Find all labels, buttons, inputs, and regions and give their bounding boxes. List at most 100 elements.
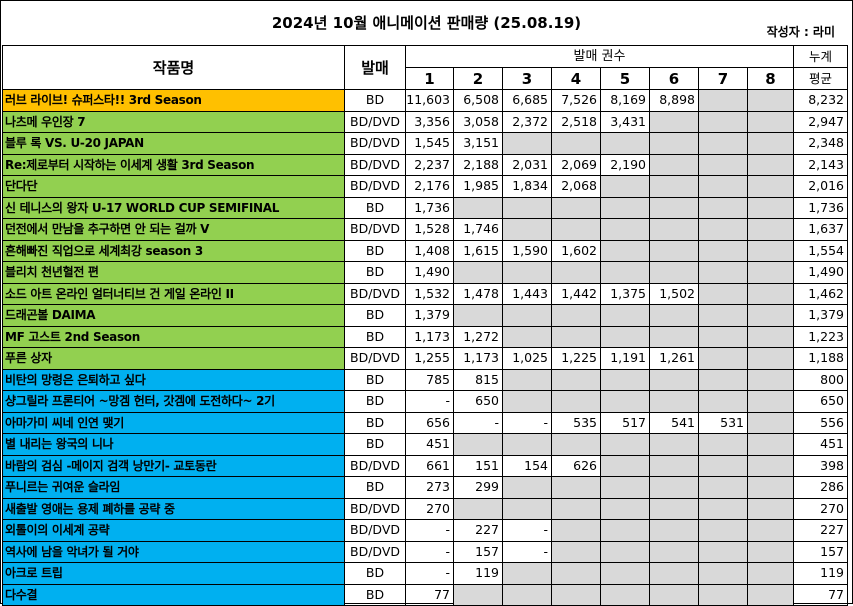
work-title: 던전에서 만남을 추구하면 안 되는 걸까 V (2, 218, 345, 241)
empty-cell (551, 497, 601, 520)
volume-sales-cell: 3,058 (453, 110, 503, 133)
work-title: 새출발 영애는 용제 폐하를 공략 중 (2, 497, 345, 520)
table-row: 단다단 BD/DVD 2,176 1,985 1,834 2,068 2,016 (2, 175, 848, 198)
release-format: BD/DVD (344, 540, 406, 563)
average-cell: 119 (793, 562, 848, 585)
empty-cell (600, 218, 650, 241)
empty-cell (649, 304, 699, 327)
volume-sales-cell: 1,490 (405, 261, 454, 284)
empty-cell (502, 433, 552, 456)
author-label: 작성자 : 라미 (766, 25, 835, 39)
table-row: 샹그릴라 프론티어 ~망겜 헌터, 갓겜에 도전하다~ 2기 BD -650 650 (2, 390, 848, 413)
volume-sales-cell: 6,508 (453, 89, 503, 112)
empty-cell (698, 476, 748, 499)
volume-sales-cell: 1,255 (405, 347, 454, 370)
volume-sales-cell: - (405, 519, 454, 542)
volume-sales-cell: 1,375 (600, 282, 650, 305)
header-volume-2: 2 (453, 67, 503, 90)
empty-cell (698, 196, 748, 219)
release-format: BD (344, 261, 406, 284)
empty-cell (747, 218, 794, 241)
empty-cell (747, 175, 794, 198)
release-format: BD/DVD (344, 497, 406, 520)
table-row: 역사에 남을 악녀가 될 거야 BD/DVD -157-157 (2, 540, 848, 563)
average-cell: 1,223 (793, 325, 848, 348)
table-row: 아마가미 씨네 인연 맺기 BD 656- -535 517 541 531 556 (2, 411, 848, 434)
volume-sales-cell: 1,502 (649, 282, 699, 305)
volume-sales-cell: 119 (453, 562, 503, 585)
volume-sales-cell: 2,176 (405, 175, 454, 198)
volume-sales-cell: - (502, 411, 552, 434)
volume-sales-cell: 2,518 (551, 110, 601, 133)
work-title: 샹그릴라 프론티어 ~망겜 헌터, 갓겜에 도전하다~ 2기 (2, 390, 345, 413)
empty-cell (649, 261, 699, 284)
volume-sales-cell: 227 (453, 519, 503, 542)
table-row: MF 고스트 2nd Season BD 1,173 1,272 1,223 (2, 325, 848, 348)
volume-sales-cell: 3,356 (405, 110, 454, 133)
empty-cell (600, 132, 650, 155)
empty-cell (551, 218, 601, 241)
empty-cell (698, 282, 748, 305)
empty-cell (551, 304, 601, 327)
empty-cell (600, 433, 650, 456)
empty-cell (747, 282, 794, 305)
work-title: 푸니르는 귀여운 슬라임 (2, 476, 345, 499)
empty-cell (600, 540, 650, 563)
empty-cell (698, 175, 748, 198)
empty-cell (502, 390, 552, 413)
volume-sales-cell: 1,834 (502, 175, 552, 198)
average-cell: 77 (793, 583, 848, 606)
work-title: MF 고스트 2nd Season (2, 325, 345, 348)
empty-cell (649, 519, 699, 542)
empty-cell (747, 110, 794, 133)
volume-sales-cell: - (502, 540, 552, 563)
empty-cell (747, 583, 794, 606)
empty-cell (698, 454, 748, 477)
empty-cell (551, 540, 601, 563)
volume-sales-cell: 1,985 (453, 175, 503, 198)
empty-cell (453, 497, 503, 520)
empty-cell (600, 583, 650, 606)
average-cell: 1,462 (793, 282, 848, 305)
average-cell: 8,232 (793, 89, 848, 112)
empty-cell (698, 239, 748, 262)
empty-cell (649, 325, 699, 348)
empty-cell (600, 476, 650, 499)
table-row: 아크로 트립 BD -119 119 (2, 562, 848, 585)
volume-sales-cell: 650 (453, 390, 503, 413)
work-title: 나츠메 우인장 7 (2, 110, 345, 133)
empty-cell (502, 196, 552, 219)
empty-cell (551, 390, 601, 413)
empty-cell (502, 583, 552, 606)
header-release: 발매 (344, 45, 406, 90)
volume-sales-cell: 1,225 (551, 347, 601, 370)
release-format: BD/DVD (344, 347, 406, 370)
empty-cell (502, 132, 552, 155)
release-format: BD (344, 304, 406, 327)
empty-cell (453, 304, 503, 327)
table-row: 비탄의 망령은 은퇴하고 싶다 BD 785 815 800 (2, 368, 848, 391)
empty-cell (747, 454, 794, 477)
volume-sales-cell: 270 (405, 497, 454, 520)
table-row: Re:제로부터 시작하는 이세계 생활 3rd Season BD/DVD 2,23… (2, 153, 848, 176)
header-volume-4: 4 (551, 67, 601, 90)
release-format: BD (344, 390, 406, 413)
empty-cell (502, 562, 552, 585)
work-title: 바람의 검심 -메이지 검객 낭만기- 교토동란 (2, 454, 345, 477)
empty-cell (600, 196, 650, 219)
empty-cell (747, 153, 794, 176)
empty-cell (649, 132, 699, 155)
empty-cell (649, 110, 699, 133)
empty-cell (600, 368, 650, 391)
empty-cell (747, 325, 794, 348)
header-volume-1: 1 (405, 67, 454, 90)
empty-cell (600, 304, 650, 327)
table-row: 신 테니스의 왕자 U-17 WORLD CUP SEMIFINAL BD 1,73… (2, 196, 848, 219)
work-title: 별 내리는 왕국의 니나 (2, 433, 345, 456)
average-cell: 227 (793, 519, 848, 542)
header-average-1: 누계 (793, 45, 848, 68)
volume-sales-cell: - (405, 540, 454, 563)
average-cell: 1,379 (793, 304, 848, 327)
empty-cell (600, 175, 650, 198)
volume-sales-cell: 1,025 (502, 347, 552, 370)
